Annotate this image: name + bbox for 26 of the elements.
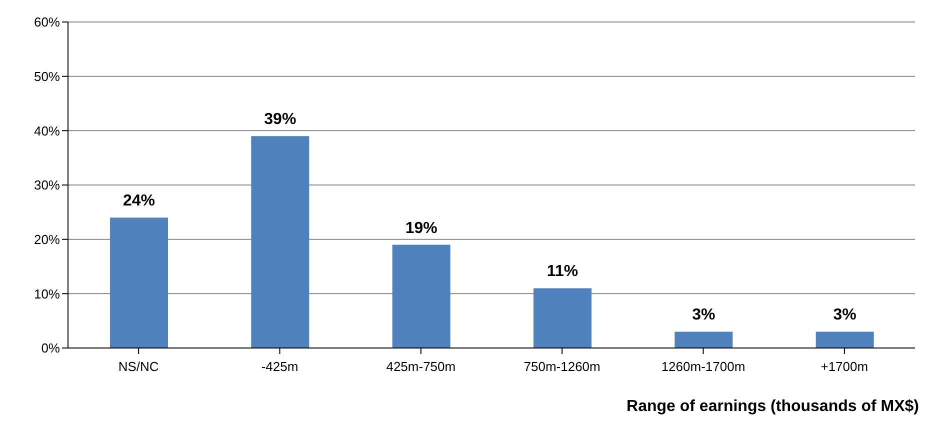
data-label: 39% (264, 111, 296, 128)
x-tick-label: NS/NC (118, 359, 159, 374)
bar (251, 136, 310, 348)
data-label: 3% (692, 306, 716, 324)
y-tick-label: 50% (34, 68, 60, 84)
y-tick-label: 40% (34, 123, 60, 138)
x-tick-label: +1700m (820, 359, 868, 374)
data-label: 19% (405, 220, 438, 237)
x-tick-label: -425m (261, 359, 298, 374)
bar (816, 332, 874, 348)
bar (674, 332, 733, 348)
y-tick-label: 0% (41, 340, 60, 356)
data-label: 3% (833, 306, 856, 324)
y-tick-label: 20% (34, 232, 60, 247)
y-tick-label: 30% (34, 178, 60, 193)
y-tick-label: 60% (34, 14, 60, 30)
x-tick-label: 750m-1260m (524, 359, 600, 374)
bar (534, 288, 592, 348)
x-axis-title: Range of earnings (thousands of MX$) (626, 398, 919, 416)
y-tick-label: 10% (34, 286, 60, 302)
x-tick-label: 425m-750m (386, 359, 456, 374)
bar (392, 244, 450, 348)
x-tick-label: 1260m-1700m (661, 359, 746, 374)
data-label: 11% (546, 263, 578, 280)
data-label: 24% (122, 192, 156, 210)
bar (110, 218, 168, 348)
